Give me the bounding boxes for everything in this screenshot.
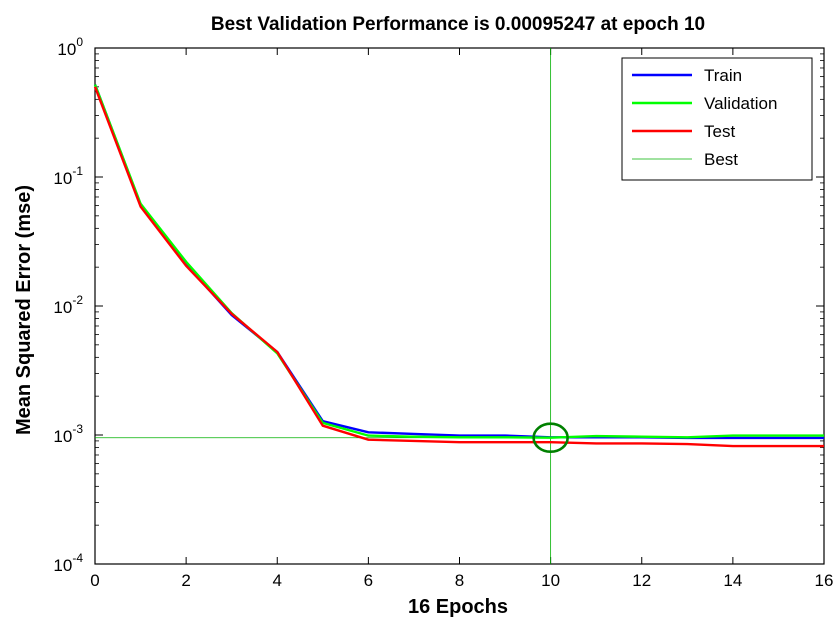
legend-label-best: Best	[704, 150, 738, 169]
x-axis-label: 16 Epochs	[408, 596, 508, 618]
x-tick-label: 12	[632, 571, 651, 590]
x-tick-label: 2	[181, 571, 190, 590]
y-axis-label: Mean Squared Error (mse)	[13, 185, 35, 435]
x-tick-label: 6	[364, 571, 373, 590]
x-tick-label: 4	[273, 571, 282, 590]
x-tick-label: 16	[815, 571, 834, 590]
chart-title: Best Validation Performance is 0.0009524…	[211, 14, 705, 35]
legend-label-train: Train	[704, 66, 742, 85]
y-tick-label: 10-2	[53, 293, 83, 317]
x-tick-label: 0	[90, 571, 99, 590]
legend-box	[621, 57, 813, 181]
y-tick-label: 10-1	[53, 164, 83, 188]
x-tick-label: 8	[455, 571, 464, 590]
legend: Train Validation Test Best	[621, 57, 813, 181]
series-line-test	[93, 86, 824, 448]
x-tick-label: 10	[541, 571, 560, 590]
x-tick-label: 14	[723, 571, 742, 590]
y-tick-label: 10-3	[53, 422, 83, 446]
best-marker	[532, 422, 569, 454]
y-tick-label: 100	[57, 35, 83, 59]
legend-label-test: Test	[704, 122, 735, 141]
legend-label-validation: Validation	[704, 94, 777, 113]
y-tick-label: 10-4	[53, 551, 83, 575]
